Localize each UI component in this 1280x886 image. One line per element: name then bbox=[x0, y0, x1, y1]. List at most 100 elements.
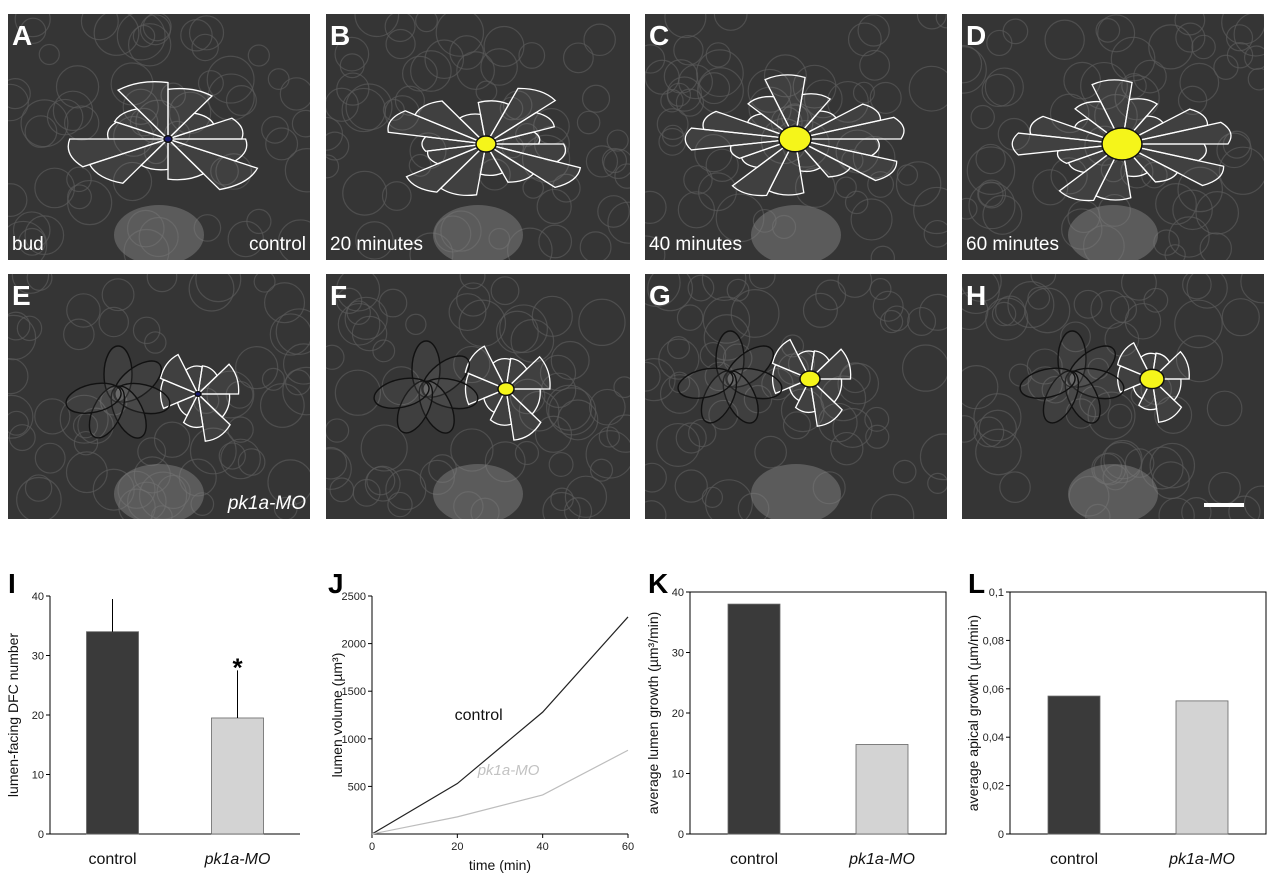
background-cell bbox=[1090, 289, 1130, 330]
background-cell bbox=[867, 171, 895, 198]
background-cell bbox=[752, 208, 777, 233]
background-cell bbox=[1177, 85, 1208, 116]
yolk-glow bbox=[433, 205, 523, 260]
background-cell bbox=[763, 54, 807, 98]
background-cell bbox=[275, 308, 310, 355]
background-cell bbox=[484, 441, 526, 483]
background-cell bbox=[576, 110, 601, 135]
chart-letter-j: J bbox=[328, 568, 344, 599]
micrograph-panel-g: G bbox=[645, 274, 947, 519]
background-cell bbox=[1107, 403, 1133, 429]
background-cell bbox=[815, 279, 847, 311]
background-cell bbox=[192, 387, 220, 414]
category-label: control bbox=[730, 851, 778, 868]
background-cell bbox=[378, 288, 408, 318]
background-cell bbox=[841, 149, 864, 172]
background-cell bbox=[927, 472, 947, 495]
background-cell bbox=[424, 39, 465, 80]
background-cell bbox=[902, 344, 947, 392]
category-label: control bbox=[1050, 851, 1098, 868]
background-cell bbox=[852, 81, 875, 104]
background-cell bbox=[683, 165, 713, 195]
series-label: control bbox=[455, 707, 503, 724]
panel-caption: 40 minutes bbox=[649, 234, 742, 255]
background-cell bbox=[215, 153, 253, 190]
background-cell bbox=[336, 287, 363, 314]
background-cell bbox=[354, 14, 400, 38]
micrograph-image bbox=[326, 14, 630, 260]
background-cell bbox=[830, 431, 864, 466]
background-cell bbox=[835, 176, 857, 199]
background-cell bbox=[341, 87, 386, 133]
background-cell bbox=[999, 471, 1031, 504]
background-cell bbox=[1087, 391, 1136, 440]
panel-caption: control bbox=[248, 234, 306, 255]
background-cell bbox=[531, 295, 573, 337]
micrograph-panel-d: D 60 minutes bbox=[962, 14, 1264, 260]
x-axis-label: time (min) bbox=[469, 857, 531, 873]
background-cell bbox=[607, 201, 630, 244]
background-cell bbox=[34, 167, 76, 209]
background-cell bbox=[984, 67, 1024, 107]
rosette-cell-outline bbox=[485, 131, 541, 145]
y-tick-label: 2000 bbox=[342, 639, 366, 651]
background-cell bbox=[747, 68, 792, 113]
background-cell bbox=[1225, 24, 1254, 52]
background-cell bbox=[713, 14, 748, 31]
background-cell bbox=[11, 274, 50, 294]
background-cell bbox=[1079, 385, 1111, 418]
background-cell bbox=[551, 173, 581, 203]
background-cell bbox=[178, 458, 217, 497]
y-axis-label: average lumen growth (µm³/min) bbox=[645, 612, 661, 815]
y-tick-label: 2500 bbox=[342, 591, 366, 603]
background-cell bbox=[1177, 166, 1223, 213]
background-cell bbox=[153, 421, 191, 458]
background-cell bbox=[355, 221, 394, 260]
lumen bbox=[778, 125, 812, 153]
background-cell bbox=[538, 224, 573, 259]
background-cell bbox=[139, 14, 172, 46]
background-cell bbox=[495, 310, 539, 354]
background-cell bbox=[342, 170, 388, 216]
background-cell bbox=[19, 17, 47, 45]
background-cell bbox=[26, 274, 53, 291]
background-cell bbox=[907, 306, 937, 336]
background-cell bbox=[704, 479, 753, 519]
chart-k-lumen-growth: 0 10 20 30 40 average lumen growth (µm³/min) c… bbox=[645, 587, 947, 868]
panel-letter: G bbox=[649, 280, 671, 311]
background-cell bbox=[645, 358, 676, 402]
background-cell bbox=[1233, 14, 1264, 57]
background-cell bbox=[962, 365, 999, 410]
background-cell bbox=[1085, 503, 1111, 519]
background-cell bbox=[65, 451, 108, 494]
background-cell bbox=[381, 181, 412, 211]
background-cell bbox=[978, 409, 1017, 448]
yolk-glow bbox=[1068, 464, 1158, 519]
background-cell bbox=[1226, 42, 1254, 69]
chart-i-lumen-facing-dfc: 0 10 20 30 40 lumen-facing DFC number control p… bbox=[5, 591, 300, 868]
background-cell bbox=[360, 424, 408, 472]
x-tick-label: 40 bbox=[537, 841, 549, 853]
background-cell bbox=[80, 14, 119, 41]
background-cell bbox=[144, 331, 167, 354]
background-cell bbox=[1097, 14, 1136, 53]
rosette-cell-outline bbox=[702, 110, 796, 140]
background-cell bbox=[401, 55, 438, 92]
background-cell bbox=[701, 274, 747, 301]
background-cell bbox=[673, 34, 704, 66]
background-cell bbox=[730, 289, 780, 338]
background-cell bbox=[207, 73, 255, 121]
background-cell bbox=[269, 313, 310, 356]
y-tick-label: 1500 bbox=[342, 686, 366, 698]
background-cell bbox=[1093, 452, 1127, 486]
background-cell bbox=[480, 48, 518, 86]
background-cell bbox=[705, 148, 739, 182]
background-cell bbox=[923, 219, 947, 248]
background-cell bbox=[449, 35, 485, 70]
background-cell bbox=[702, 296, 751, 344]
rosette-cell-outline bbox=[167, 87, 214, 141]
background-cell bbox=[895, 161, 942, 207]
background-cell bbox=[675, 88, 705, 117]
background-cell bbox=[1061, 208, 1103, 250]
background-cell bbox=[261, 367, 285, 391]
